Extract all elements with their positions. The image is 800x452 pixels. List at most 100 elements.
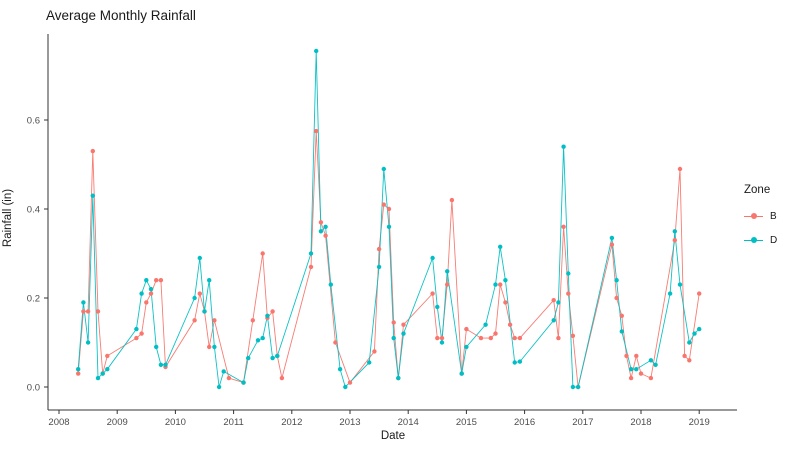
data-point-B: [401, 322, 406, 327]
data-point-D: [90, 193, 96, 198]
x-tick-label: 2017: [572, 417, 593, 428]
data-point-B: [76, 371, 81, 376]
x-tick-label: 2016: [514, 417, 535, 428]
data-point-B: [144, 300, 149, 305]
data-point-B: [81, 309, 86, 314]
data-point-B: [212, 318, 217, 323]
data-point-D: [634, 367, 639, 372]
data-point-D: [207, 278, 212, 283]
data-point-D: [308, 251, 314, 256]
data-point-D: [197, 255, 202, 261]
x-tick-label: 2013: [339, 417, 360, 428]
data-point-D: [192, 295, 197, 301]
data-point-D: [265, 313, 270, 318]
data-point-D: [105, 367, 110, 372]
chart-title: Average Monthly Rainfall: [46, 8, 196, 23]
data-point-D: [614, 278, 619, 283]
data-point-D: [391, 335, 396, 341]
legend-entry-D: D: [744, 228, 777, 252]
data-point-B: [634, 353, 639, 359]
data-point-D: [163, 362, 168, 367]
data-point-D: [158, 362, 164, 367]
data-point-D: [255, 338, 261, 343]
data-point-B: [207, 344, 212, 350]
data-point-D: [76, 367, 81, 372]
data-point-D: [667, 291, 673, 296]
x-tick-label: 2018: [630, 417, 651, 428]
data-point-D: [566, 271, 571, 276]
data-point-D: [556, 300, 561, 305]
data-point-D: [212, 344, 217, 350]
data-point-B: [638, 371, 644, 376]
data-point-D: [672, 229, 677, 234]
data-point-D: [401, 331, 406, 336]
y-tick-label: 0.0: [27, 382, 40, 393]
data-point-D: [376, 264, 382, 270]
data-point-D: [561, 144, 566, 149]
data-point-D: [619, 329, 624, 334]
legend-entry-B: B: [744, 204, 777, 228]
data-point-B: [333, 340, 338, 345]
legend-entry-label: B: [770, 210, 777, 222]
data-point-B: [697, 291, 702, 296]
legend-entry-label: D: [770, 234, 778, 246]
data-point-B: [498, 282, 503, 287]
x-tick-label: 2008: [48, 417, 69, 428]
data-point-D: [677, 282, 683, 287]
data-point-B: [614, 295, 619, 301]
data-point-B: [279, 375, 285, 381]
data-point-D: [435, 304, 440, 310]
y-tick-label: 0.4: [27, 204, 40, 215]
data-point-D: [337, 367, 343, 372]
data-point-B: [435, 335, 440, 341]
x-tick-label: 2010: [165, 417, 186, 428]
data-point-B: [628, 375, 634, 381]
data-point-B: [682, 353, 687, 359]
data-point-D: [396, 375, 401, 381]
data-point-D: [464, 344, 469, 350]
data-point-D: [517, 359, 523, 364]
data-point-D: [241, 380, 246, 385]
legend-key-icon: [744, 208, 763, 225]
data-point-D: [100, 371, 105, 376]
data-point-D: [139, 291, 144, 296]
data-point-D: [81, 300, 86, 305]
data-point-D: [575, 384, 581, 390]
data-point-D: [493, 282, 498, 287]
series-line-D: [77, 50, 700, 388]
data-point-D: [459, 371, 464, 376]
data-point-B: [323, 233, 328, 238]
data-point-B: [105, 353, 110, 359]
data-point-B: [430, 291, 435, 296]
data-point-B: [197, 291, 202, 296]
data-point-B: [449, 197, 455, 203]
y-axis-title: Rainfall (in): [2, 188, 14, 248]
data-point-B: [570, 333, 576, 338]
x-tick-label: 2012: [281, 417, 302, 428]
data-point-D: [653, 362, 658, 367]
data-point-D: [154, 344, 159, 350]
y-tick-label: 0.6: [27, 115, 40, 126]
data-point-B: [648, 375, 654, 381]
data-point-B: [464, 326, 469, 332]
data-point-D: [95, 375, 101, 381]
legend-title: Zone: [744, 184, 771, 196]
data-point-D: [628, 367, 634, 372]
data-point-D: [648, 358, 654, 363]
data-point-B: [488, 335, 493, 341]
data-point-D: [260, 335, 265, 341]
data-point-B: [687, 358, 692, 363]
data-point-D: [483, 322, 488, 327]
data-point-D: [275, 353, 280, 359]
data-point-D: [202, 309, 207, 314]
data-point-B: [192, 318, 197, 323]
data-point-D: [687, 340, 692, 345]
data-point-B: [391, 320, 396, 325]
x-tick-label: 2014: [398, 417, 419, 428]
data-point-B: [677, 166, 683, 172]
data-point-B: [260, 251, 265, 256]
data-point-D: [221, 369, 226, 374]
data-point-B: [561, 224, 566, 229]
data-point-B: [551, 298, 556, 303]
data-point-B: [158, 278, 164, 283]
